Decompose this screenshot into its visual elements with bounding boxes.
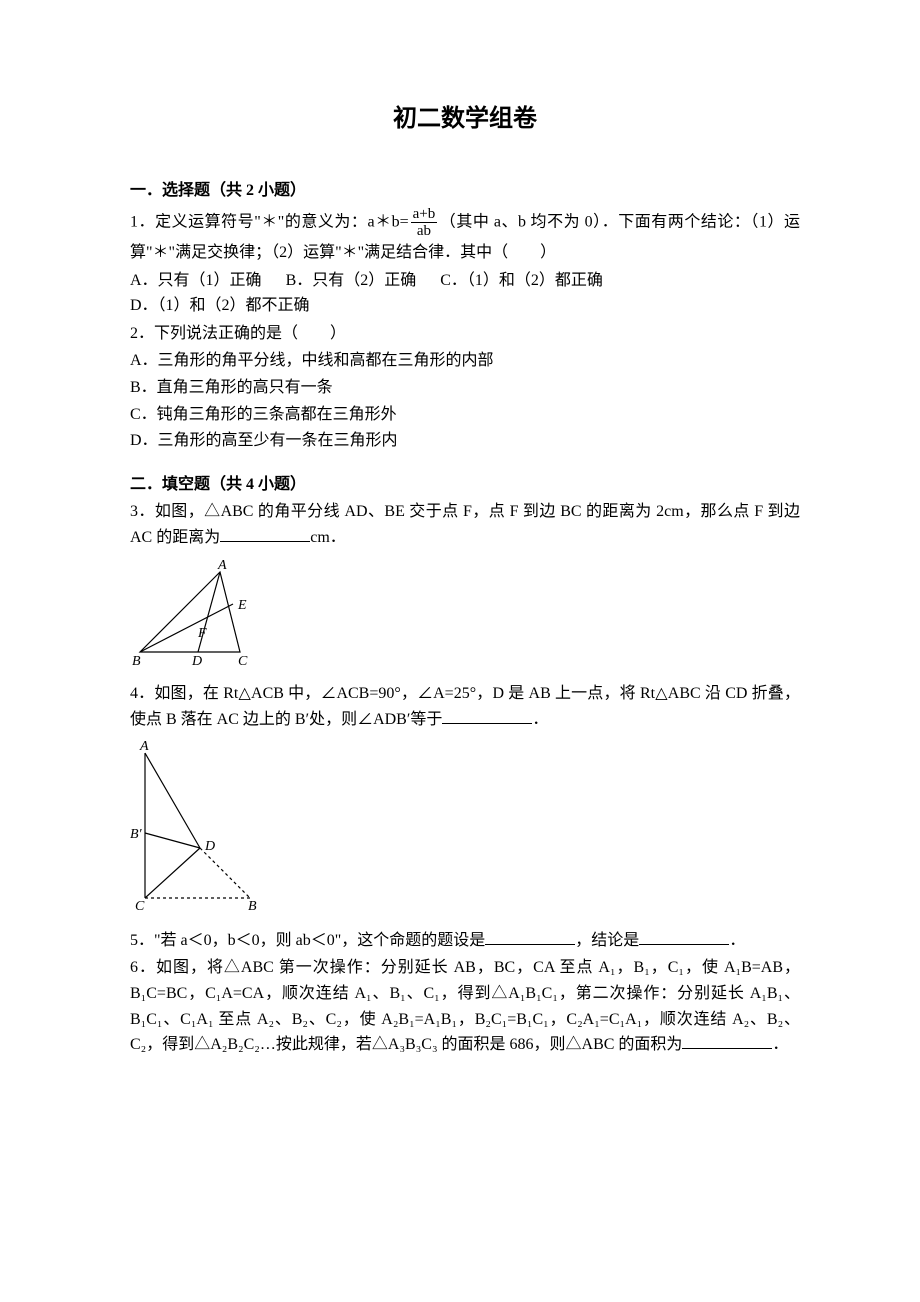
q4-num: 4． bbox=[130, 685, 154, 702]
q4-label-B: B bbox=[248, 899, 257, 913]
q2-opt-c: C．钝角三角形的三条高都在三角形外 bbox=[130, 402, 800, 428]
q2-text: 下列说法正确的是（ ） bbox=[154, 325, 346, 342]
question-4: 4．如图，在 Rt△ACB 中，∠ACB=90°，∠A=25°，D 是 AB 上… bbox=[130, 681, 800, 732]
q2-opt-a: A．三角形的角平分线，中线和高都在三角形的内部 bbox=[130, 348, 800, 374]
section-2-header: 二．填空题（共 4 小题） bbox=[130, 472, 800, 498]
q4-figure: A B′ C D B bbox=[130, 738, 800, 922]
q4-text-post: ． bbox=[532, 711, 548, 728]
section-1-header: 一．选择题（共 2 小题） bbox=[130, 178, 800, 204]
q2-opt-d: D．三角形的高至少有一条在三角形内 bbox=[130, 428, 800, 454]
question-2: 2．下列说法正确的是（ ） bbox=[130, 321, 800, 347]
question-5: 5．"若 a＜0，b＜0，则 ab＜0"，这个命题的题设是 ，结论是 ． bbox=[130, 928, 800, 954]
page-title: 初二数学组卷 bbox=[130, 100, 800, 138]
q3-blank bbox=[220, 525, 310, 542]
q1-frac-num: a+b bbox=[411, 206, 438, 224]
q3-label-A: A bbox=[217, 558, 227, 573]
q5-text-mid: ，结论是 bbox=[575, 932, 639, 949]
q3-num: 3． bbox=[130, 503, 155, 520]
q1-opt-c: C．（1）和（2）都正确 bbox=[440, 268, 603, 294]
q3-label-B: B bbox=[132, 654, 141, 667]
q3-label-C: C bbox=[238, 654, 248, 667]
q5-text-pre: "若 a＜0，b＜0，则 ab＜0"，这个命题的题设是 bbox=[154, 932, 485, 949]
q5-num: 5． bbox=[130, 932, 154, 949]
q5-blank-1 bbox=[485, 928, 575, 945]
q1-frac-den: ab bbox=[411, 223, 438, 240]
q4-label-A: A bbox=[139, 739, 149, 754]
q1-opt-b: B．只有（2）正确 bbox=[286, 268, 417, 294]
q6-blank bbox=[682, 1032, 772, 1049]
q1-fraction: a+bab bbox=[411, 206, 438, 240]
question-1: 1．定义运算符号"＊"的意义为：a＊b=a+bab（其中 a、b 均不为 0）．… bbox=[130, 206, 800, 266]
q4-svg: A B′ C D B bbox=[130, 738, 270, 913]
q1-text-pre: 定义运算符号"＊"的意义为：a＊b= bbox=[155, 214, 409, 231]
q4-label-D: D bbox=[204, 839, 215, 854]
q4-label-C: C bbox=[135, 899, 145, 913]
q4-label-Bp: B′ bbox=[130, 827, 143, 842]
q2-opt-b: B．直角三角形的高只有一条 bbox=[130, 375, 800, 401]
q1-options: A．只有（1）正确 B．只有（2）正确 C．（1）和（2）都正确 D．（1）和（… bbox=[130, 268, 800, 319]
q3-label-E: E bbox=[237, 598, 247, 613]
q3-figure: A B C D E F bbox=[130, 557, 800, 676]
q1-num: 1． bbox=[130, 214, 155, 231]
q4-blank bbox=[442, 707, 532, 724]
question-6: 6．如图，将△ABC 第一次操作：分别延长 AB，BC，CA 至点 A₁，B₁，… bbox=[130, 955, 800, 1057]
q3-svg: A B C D E F bbox=[130, 557, 290, 667]
q1-opt-a: A．只有（1）正确 bbox=[130, 268, 262, 294]
q2-options: A．三角形的角平分线，中线和高都在三角形的内部 B．直角三角形的高只有一条 C．… bbox=[130, 348, 800, 453]
q1-opt-d: D．（1）和（2）都不正确 bbox=[130, 293, 310, 319]
q5-blank-2 bbox=[639, 928, 729, 945]
q3-text-post: cm． bbox=[310, 529, 346, 546]
q3-label-D: D bbox=[191, 654, 202, 667]
q6-num: 6． bbox=[130, 959, 156, 976]
question-3: 3．如图，△ABC 的角平分线 AD、BE 交于点 F，点 F 到边 BC 的距… bbox=[130, 499, 800, 550]
q2-num: 2． bbox=[130, 325, 154, 342]
q6-text-post: ． bbox=[772, 1036, 788, 1053]
q5-text-post: ． bbox=[729, 932, 745, 949]
q3-label-F: F bbox=[197, 626, 207, 641]
